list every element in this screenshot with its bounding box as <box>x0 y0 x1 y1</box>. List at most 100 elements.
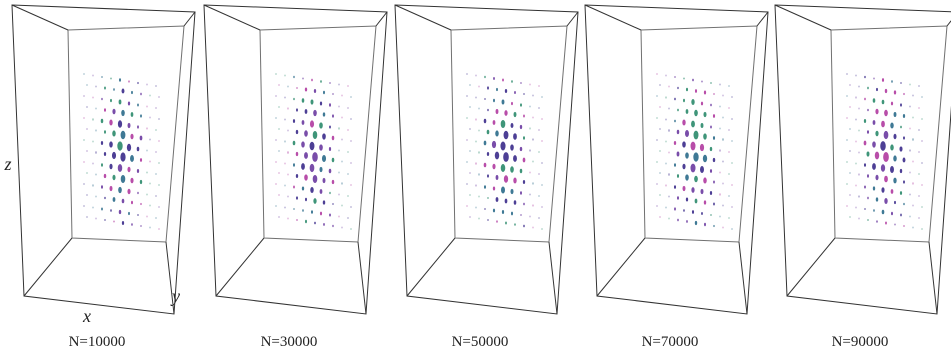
density-blob <box>101 185 103 188</box>
box-edge <box>929 242 937 314</box>
density-blob <box>314 89 316 93</box>
density-blob <box>332 158 335 162</box>
density-blob <box>520 214 521 216</box>
density-blob <box>319 167 322 172</box>
density-blob <box>347 195 348 197</box>
density-blob <box>704 223 706 226</box>
density-blob <box>275 205 276 207</box>
density-blob <box>338 84 339 86</box>
density-blob <box>469 172 470 174</box>
density-blob <box>86 150 87 152</box>
density-blob <box>665 96 666 98</box>
density-blob <box>323 223 325 226</box>
density-blob <box>122 88 125 93</box>
density-blob <box>855 119 856 121</box>
box-front <box>12 5 195 314</box>
density-blob <box>293 186 295 189</box>
density-blob <box>140 158 142 162</box>
density-blob <box>873 78 874 80</box>
density-blob <box>478 108 479 110</box>
density-blob <box>890 122 893 128</box>
density-blob <box>347 217 348 219</box>
density-blob <box>703 177 707 183</box>
density-blob <box>710 191 712 195</box>
density-blob <box>284 207 285 209</box>
density-blob <box>146 171 147 173</box>
density-blob <box>722 183 723 185</box>
density-blob <box>719 149 720 152</box>
box-front <box>204 5 387 314</box>
density-blob <box>478 130 479 132</box>
density-blob <box>140 180 142 184</box>
density-blob <box>722 205 723 207</box>
density-blob <box>83 183 84 185</box>
density-blob <box>864 163 866 167</box>
density-blob <box>109 164 112 170</box>
density-blob <box>323 200 325 204</box>
panel: N=70000 <box>585 5 768 350</box>
density-blob <box>846 95 847 97</box>
box-edge <box>395 5 451 30</box>
density-blob <box>305 87 307 91</box>
density-blob <box>113 220 114 222</box>
density-blob <box>275 117 276 119</box>
density-blob <box>130 155 134 162</box>
density-blob <box>469 194 470 196</box>
density-blob <box>538 85 539 87</box>
density-blob <box>722 95 723 97</box>
density-blob <box>873 186 875 190</box>
density-blob <box>293 141 296 146</box>
density-blob <box>683 99 685 102</box>
density-blob <box>92 118 93 120</box>
density-blob <box>101 141 103 145</box>
density-blob <box>541 140 542 142</box>
density-blob <box>520 125 522 129</box>
box-edge <box>739 242 747 314</box>
density-blob <box>320 80 322 83</box>
density-blob <box>284 97 285 99</box>
density-blob <box>158 140 159 142</box>
density-blob <box>529 106 530 108</box>
density-blob <box>882 210 885 215</box>
density-blob <box>310 120 314 127</box>
density-blob <box>155 195 156 197</box>
density-blob <box>484 163 487 168</box>
density-blob <box>95 218 96 220</box>
density-blob <box>538 195 539 197</box>
density-blob <box>683 209 685 212</box>
density-blob <box>305 109 308 114</box>
axis-label-x: x <box>82 306 91 326</box>
density-blob <box>677 174 679 178</box>
density-blob <box>665 118 666 120</box>
density-blob <box>858 130 859 132</box>
density-blob <box>541 228 542 230</box>
box-back <box>831 26 947 242</box>
density-blob <box>722 227 723 229</box>
density-blob <box>894 201 896 204</box>
density-blob <box>722 160 723 162</box>
density-blob <box>287 196 288 198</box>
density-blob <box>504 110 507 116</box>
density-blob <box>668 108 669 110</box>
density-blob <box>529 127 530 129</box>
density-blob <box>505 199 508 204</box>
density-blob <box>101 98 102 101</box>
density-blob <box>514 223 515 226</box>
density-blob <box>692 79 694 82</box>
density-blob <box>118 187 122 193</box>
density-blob <box>511 123 514 128</box>
box-edge <box>407 238 455 296</box>
density-blob <box>541 162 542 164</box>
density-blob <box>731 140 732 142</box>
density-blob <box>83 95 84 97</box>
panel-label: N=70000 <box>642 334 699 350</box>
density-blob <box>674 120 676 123</box>
density-blob <box>703 133 707 139</box>
density-blob <box>668 129 670 132</box>
density-blob <box>858 195 859 197</box>
density-blob <box>332 114 334 117</box>
density-blob <box>466 117 467 119</box>
density-blob <box>314 222 316 225</box>
density-blob <box>693 152 698 161</box>
density-blob <box>677 219 679 222</box>
